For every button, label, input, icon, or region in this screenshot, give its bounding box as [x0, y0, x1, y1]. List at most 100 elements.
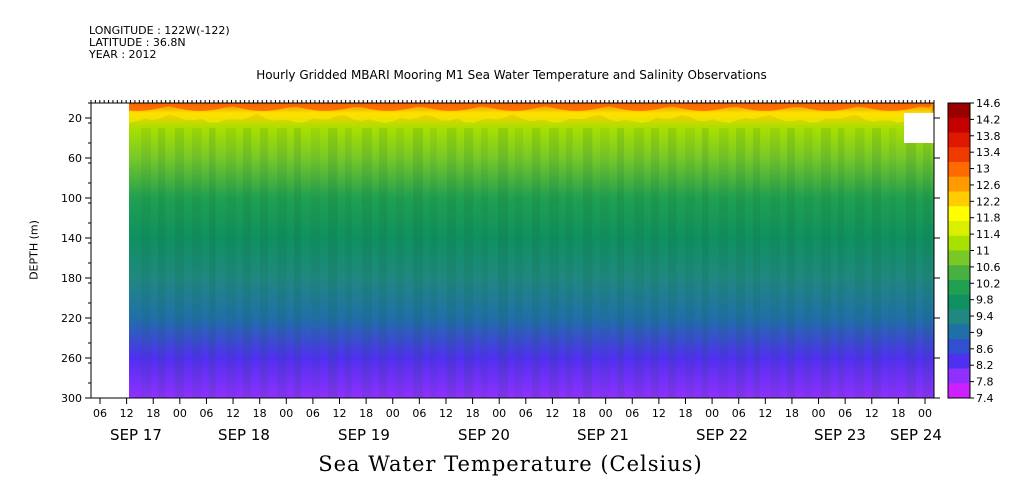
missing-data-box: [904, 113, 934, 143]
colorbar-label: 8.6: [976, 343, 994, 356]
colorbar-swatch: [948, 191, 970, 207]
x-tick-label: 18: [146, 407, 160, 420]
x-tick-label: 00: [279, 407, 293, 420]
x-tick-label: 18: [785, 407, 799, 420]
x-tick-label: 12: [545, 407, 559, 420]
x-tick-label: 06: [732, 407, 746, 420]
x-tick-label: 18: [359, 407, 373, 420]
variability-stripe: [413, 128, 423, 398]
colorbar-label: 9.4: [976, 310, 994, 323]
y-tick-label: 20: [68, 112, 82, 125]
x-tick-label: 12: [439, 407, 453, 420]
y-tick-label: 180: [61, 272, 82, 285]
x-date-label: SEP 21: [577, 426, 629, 444]
variability-stripe: [175, 128, 185, 398]
y-tick-label: 220: [61, 312, 82, 325]
colorbar-label: 8.2: [976, 359, 994, 372]
x-date-label: SEP 23: [814, 426, 866, 444]
y-tick-label: 260: [61, 352, 82, 365]
colorbar-swatch: [948, 147, 970, 163]
x-tick-label: 06: [625, 407, 639, 420]
variability-stripe: [515, 128, 524, 398]
variability-stripe: [311, 128, 321, 398]
colorbar-label: 13: [976, 163, 990, 176]
variability-stripe: [889, 128, 897, 398]
variability-stripe: [430, 128, 437, 398]
x-tick-label: 18: [678, 407, 692, 420]
x-tick-label: 18: [891, 407, 905, 420]
variability-stripe: [362, 128, 372, 398]
x-tick-label: 06: [412, 407, 426, 420]
x-date-label: SEP 17: [110, 426, 162, 444]
colorbar-swatch: [948, 162, 970, 178]
variability-stripe: [260, 128, 269, 398]
chart-title: Hourly Gridded MBARI Mooring M1 Sea Wate…: [256, 68, 767, 82]
colorbar-label: 11.8: [976, 212, 1001, 225]
colorbar-label: 7.8: [976, 376, 994, 389]
x-tick-label: 00: [599, 407, 613, 420]
variability-stripe: [583, 128, 593, 398]
variability-stripe: [668, 128, 677, 398]
variability-stripe: [396, 128, 405, 398]
colorbar-label: 7.4: [976, 392, 994, 405]
colorbar-label: 14.6: [976, 97, 1001, 110]
colorbar-label: 9.8: [976, 294, 994, 307]
colorbar-swatch: [948, 383, 970, 399]
colorbar-label: 9: [976, 326, 983, 339]
variability-stripe: [634, 128, 644, 398]
x-tick-label: 18: [572, 407, 586, 420]
colorbar-label: 13.8: [976, 130, 1001, 143]
variability-stripe: [532, 128, 541, 398]
x-tick-label: 06: [199, 407, 213, 420]
variability-stripe: [498, 128, 508, 398]
x-tick-label: 00: [705, 407, 719, 420]
x-tick-label: 06: [306, 407, 320, 420]
colorbar-swatch: [948, 324, 970, 340]
x-date-label: SEP 20: [458, 426, 510, 444]
colorbar-swatch: [948, 176, 970, 192]
temperature-field: [129, 103, 934, 398]
colorbar-label: 12.2: [976, 195, 1001, 208]
longitude-label: LONGITUDE : 122W(-122): [89, 24, 230, 37]
x-tick-label: 18: [253, 407, 267, 420]
variability-stripe: [464, 128, 474, 398]
x-tick-label: 00: [918, 407, 932, 420]
y-tick-label: 140: [61, 232, 82, 245]
variability-stripe: [923, 128, 931, 398]
colorbar-label: 13.4: [976, 146, 1001, 159]
colorbar-label: 10.6: [976, 261, 1001, 274]
x-tick-label: 06: [519, 407, 533, 420]
colorbar-swatch: [948, 309, 970, 325]
x-tick-label: 12: [865, 407, 879, 420]
variability-stripe: [906, 128, 916, 398]
colorbar-swatch: [948, 206, 970, 222]
variability-stripe: [719, 128, 729, 398]
colorbar-swatch: [948, 235, 970, 251]
variability-stripe: [549, 128, 559, 398]
colorbar-swatch: [948, 221, 970, 237]
colorbar-label: 10.2: [976, 277, 1001, 290]
variability-stripe: [787, 128, 795, 398]
colorbar-label: 14.2: [976, 113, 1001, 126]
variability-stripe: [277, 128, 287, 398]
variability-stripe: [617, 128, 625, 398]
colorbar-swatch: [948, 339, 970, 355]
variability-stripe: [855, 128, 865, 398]
variability-stripe: [702, 128, 709, 398]
x-tick-label: 12: [333, 407, 347, 420]
x-tick-label: 00: [173, 407, 187, 420]
colorbar-title: Sea Water Temperature (Celsius): [318, 452, 703, 476]
x-tick-label: 12: [652, 407, 666, 420]
variability-stripe: [566, 128, 573, 398]
colorbar-label: 11: [976, 245, 990, 258]
variability-stripe: [651, 128, 659, 398]
surface-hot-band: [129, 103, 934, 111]
colorbar-swatch: [948, 280, 970, 296]
variability-stripe: [685, 128, 695, 398]
colorbar-swatch: [948, 353, 970, 369]
colorbar-swatch: [948, 103, 970, 119]
y-tick-label: 300: [61, 392, 82, 405]
x-tick-label: 12: [120, 407, 134, 420]
variability-stripe: [226, 128, 236, 398]
x-tick-label: 00: [386, 407, 400, 420]
